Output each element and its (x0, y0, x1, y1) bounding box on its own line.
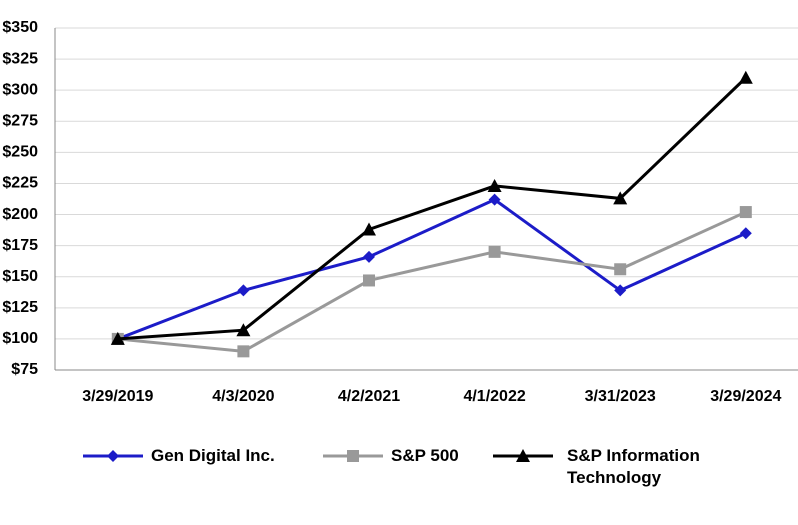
x-tick-label: 3/31/2023 (585, 388, 656, 405)
y-tick-label: $275 (2, 112, 38, 129)
x-tick-label: 4/2/2021 (338, 388, 400, 405)
legend-label: S&P Information Technology (567, 446, 700, 487)
marker (614, 284, 627, 297)
marker (613, 191, 628, 205)
y-tick-label: $125 (2, 299, 38, 316)
series-line (117, 76, 747, 341)
marker (347, 450, 359, 462)
marker (237, 284, 250, 297)
y-tick-label: $300 (2, 81, 38, 98)
y-tick-label: $175 (2, 237, 38, 254)
marker (739, 227, 752, 240)
marker (738, 70, 753, 84)
marker (362, 222, 376, 236)
legend-item: S&P 500 (323, 445, 459, 467)
y-tick-label: $200 (2, 206, 38, 223)
marker (739, 206, 752, 219)
marker (107, 450, 119, 462)
legend-label: S&P 500 (391, 446, 459, 465)
marker (487, 178, 502, 192)
y-tick-label: $325 (2, 50, 38, 67)
marker (488, 245, 501, 258)
series-line (117, 210, 747, 353)
legend-symbol (323, 450, 383, 462)
marker (614, 263, 627, 276)
marker (363, 274, 375, 287)
y-tick-label: $225 (2, 175, 38, 192)
x-tick-label: 3/29/2024 (710, 388, 781, 405)
legend-item: S&P Information Technology (493, 445, 717, 489)
legend-label: Gen Digital Inc. (151, 446, 275, 465)
y-tick-label: $350 (2, 19, 38, 36)
y-tick-label: $150 (2, 268, 38, 285)
legend-item: Gen Digital Inc. (83, 445, 275, 467)
y-tick-label: $75 (11, 361, 38, 378)
legend-symbol (493, 449, 553, 462)
marker (363, 250, 375, 263)
marker (236, 323, 251, 337)
x-tick-label: 4/3/2020 (212, 388, 274, 405)
x-tick-label: 4/1/2022 (463, 388, 525, 405)
y-tick-label: $250 (2, 144, 38, 161)
marker (488, 193, 501, 206)
series-line (117, 197, 747, 341)
legend-symbol (83, 450, 143, 462)
x-tick-label: 3/29/2019 (82, 388, 153, 405)
marker (237, 345, 250, 358)
marker (110, 331, 125, 345)
y-tick-label: $100 (2, 330, 38, 347)
marker (516, 449, 530, 462)
